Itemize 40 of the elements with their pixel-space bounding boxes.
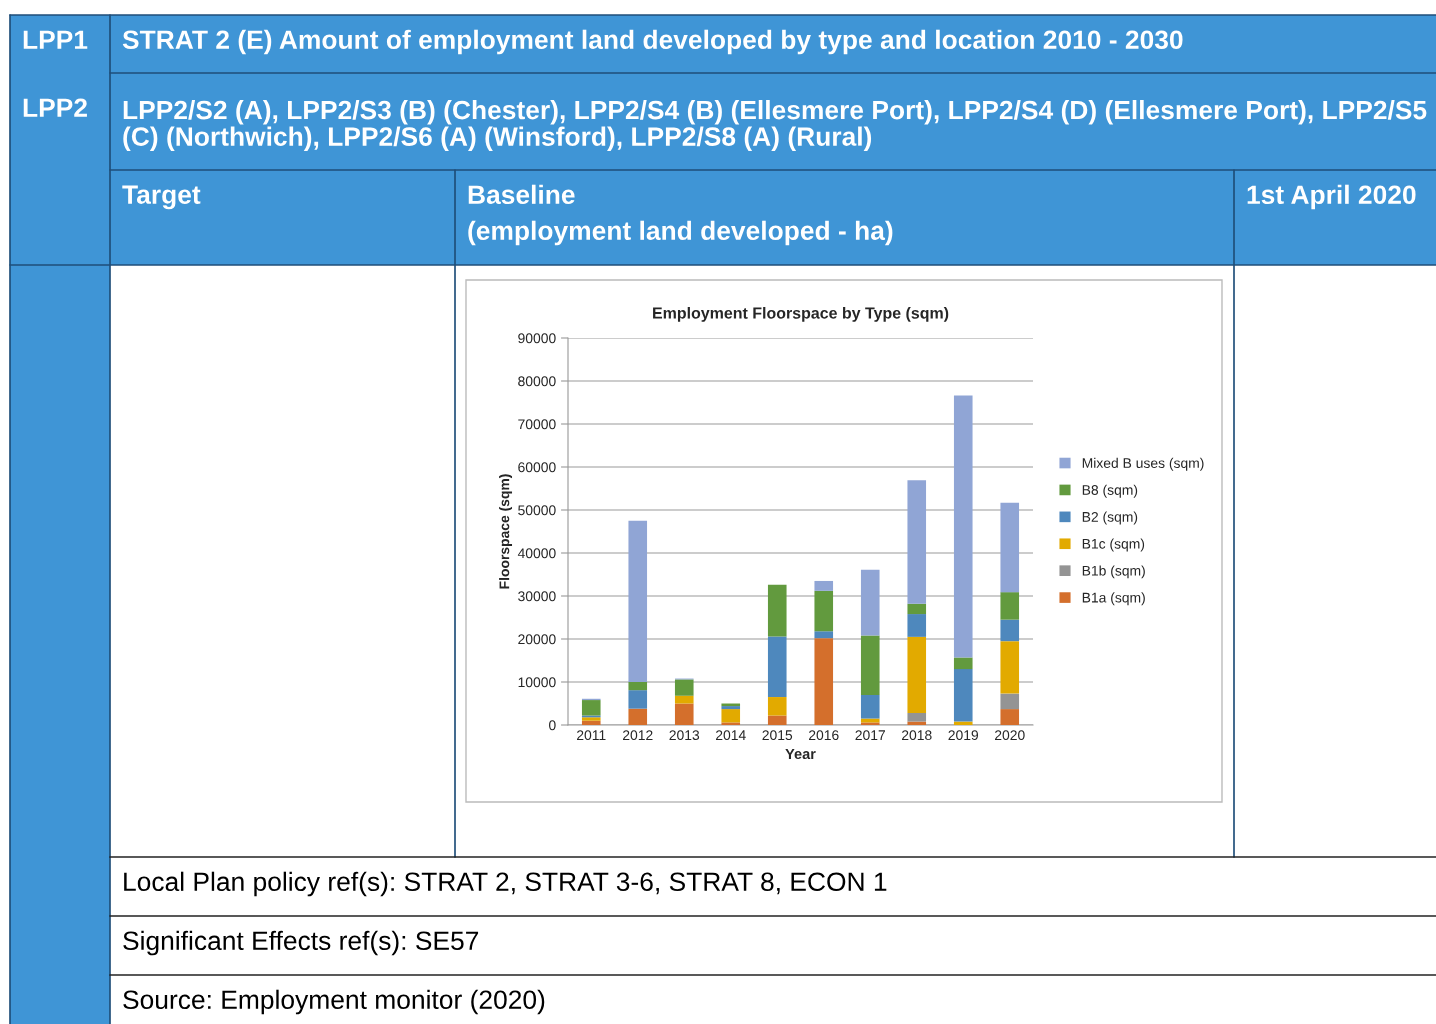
chart-title: Employment Floorspace by Type (sqm) bbox=[653, 306, 949, 322]
x-tick-label: 2012 bbox=[623, 730, 653, 741]
x-axis-title: Year bbox=[785, 748, 816, 760]
text: (employment land developed - ha) bbox=[468, 220, 893, 246]
y-tick-label: 70000 bbox=[518, 419, 556, 430]
x-tick-label: 2018 bbox=[902, 730, 932, 741]
y-tick-label: 20000 bbox=[518, 634, 556, 645]
legend-label: B8 (sqm) bbox=[1082, 484, 1138, 498]
y-tick-label: 10000 bbox=[518, 677, 556, 688]
text: Target bbox=[122, 185, 201, 210]
text: Local Plan policy ref(s): STRAT 2, STRAT 3-6, STRAT 8, ECON 1 bbox=[124, 871, 887, 897]
y-tick-label: 80000 bbox=[518, 376, 556, 387]
y-tick-label: 60000 bbox=[518, 462, 556, 473]
x-tick-label: 2013 bbox=[669, 730, 700, 741]
legend-label: B1b (sqm) bbox=[1082, 565, 1145, 579]
y-tick-label: 50000 bbox=[518, 505, 556, 516]
y-tick-label: 40000 bbox=[517, 548, 556, 559]
x-tick-label: 2017 bbox=[855, 730, 885, 741]
y-tick-label: 90000 bbox=[518, 333, 556, 344]
legend-label: Mixed B uses (sqm) bbox=[1082, 457, 1204, 471]
y-axis-title: Floorspace (sqm) bbox=[499, 474, 513, 589]
source-note: Source: Employment monitor (2020) bbox=[123, 989, 545, 1015]
text: 1st April 2020 bbox=[1247, 184, 1416, 210]
text: LPP2/S2 (A), LPP2/S3 (B) (Chester), LPP2/S4 (B) (Ellesmere Port), LPP2/S4 (D) (Ellesmere Port), LPP2/S5 (C) (Northwich), LPP2/S6 (A) (Winsford), LPP2/S8 (A) (Rural) bbox=[123, 100, 1427, 152]
legend-label: B1c (sqm) bbox=[1082, 538, 1145, 552]
x-tick-label: 2016 bbox=[809, 730, 839, 741]
x-tick-label: 2020 bbox=[995, 730, 1025, 741]
legend-label: B2 (sqm) bbox=[1082, 511, 1138, 525]
text: Significant Effects ref(s): SE57 bbox=[123, 930, 479, 956]
text: Baseline bbox=[468, 184, 575, 205]
x-tick-label: 2019 bbox=[948, 730, 979, 741]
x-tick-label: 2015 bbox=[762, 730, 793, 741]
y-tick-label: 0 bbox=[549, 720, 556, 731]
text: LPP2 bbox=[23, 98, 87, 117]
x-tick-label: 2014 bbox=[716, 730, 746, 741]
text: LPP1 bbox=[23, 30, 88, 49]
y-tick-label: 30000 bbox=[518, 591, 556, 602]
x-tick-label: 2011 bbox=[577, 730, 606, 741]
text: STRAT 2 (E) Amount of employment land developed by type and location 2010 - 2030 bbox=[122, 29, 1183, 55]
legend-label: B1a (sqm) bbox=[1082, 592, 1145, 606]
